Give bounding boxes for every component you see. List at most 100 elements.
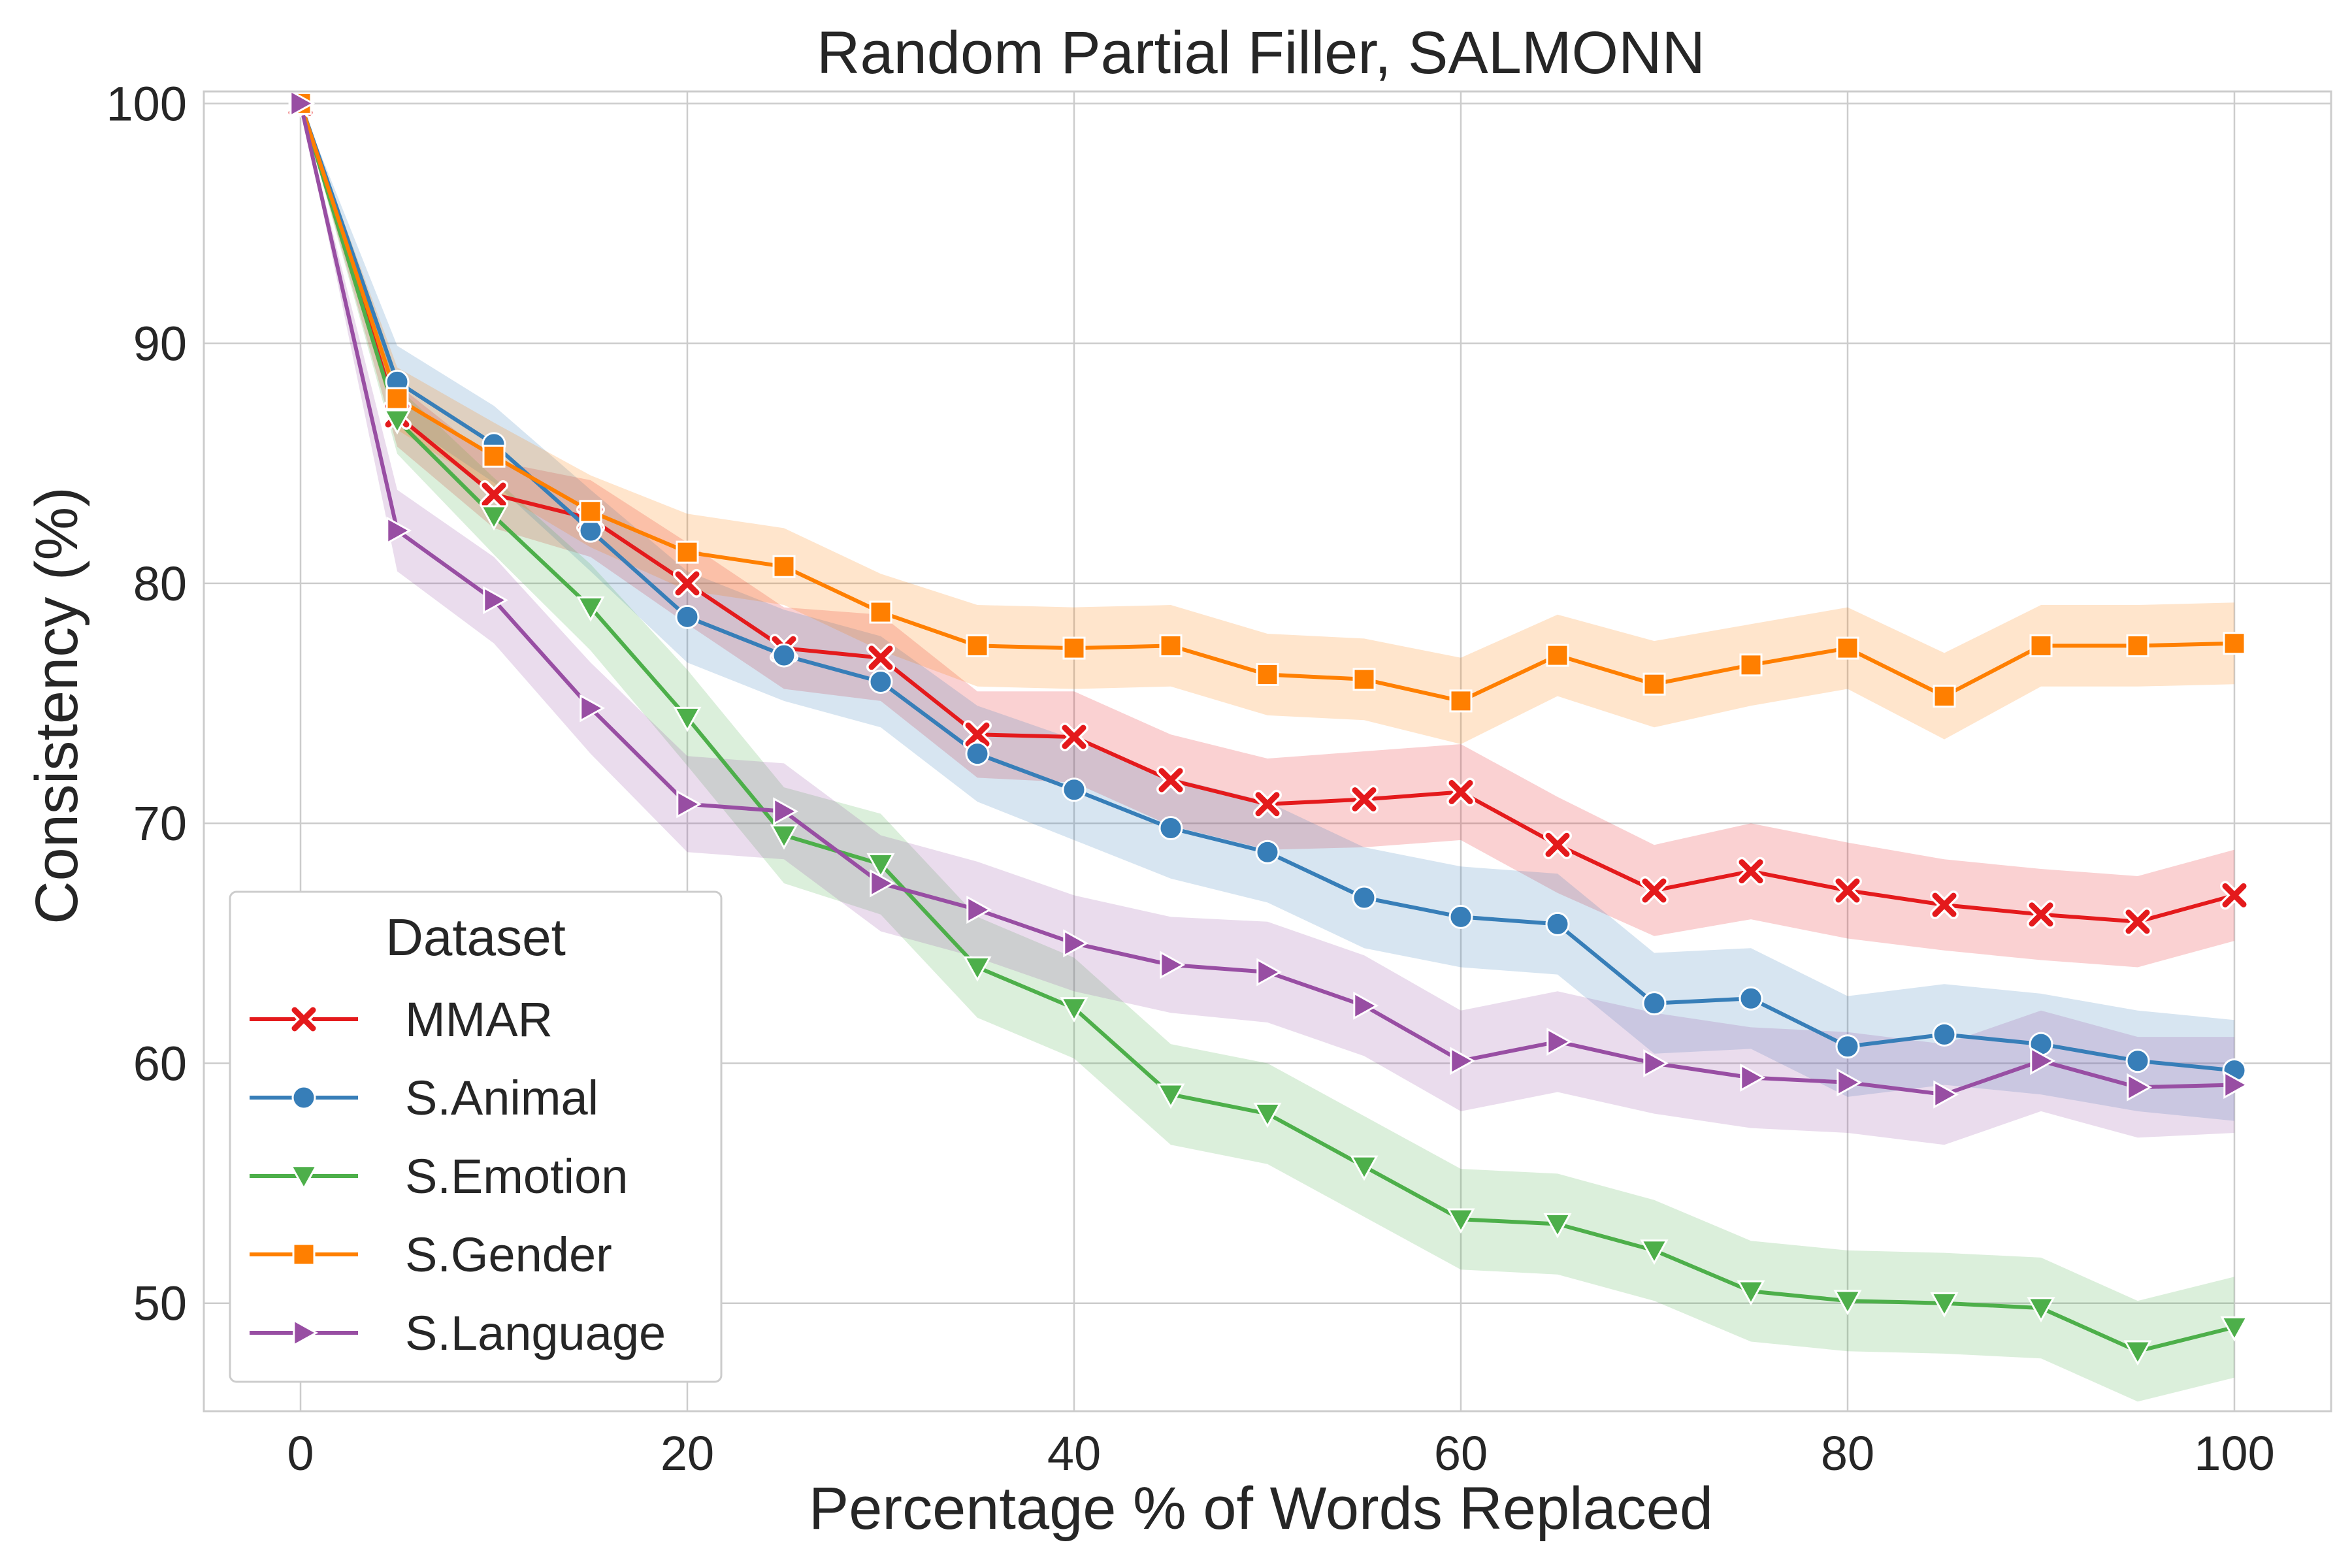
point-s-gender (1062, 636, 1086, 660)
point-s-emotion (1156, 1083, 1185, 1109)
point-s-language (1353, 991, 1379, 1020)
x-tick-label: 100 (2194, 1426, 2274, 1480)
point-mmar (2123, 907, 2152, 936)
point-mmar (673, 568, 702, 598)
x-tick-label: 60 (1434, 1426, 1488, 1480)
point-s-language (1160, 951, 1186, 979)
tick-labels: 0 20 40 60 80 100 50 60 70 80 90 100 (106, 76, 2275, 1480)
series-markers (286, 89, 2249, 1366)
point-s-emotion (2220, 1316, 2249, 1342)
point-s-emotion (576, 596, 605, 622)
legend-item-s-animal: S.Animal (250, 1071, 598, 1125)
markers-s-language (289, 89, 2249, 1109)
point-s-animal (675, 604, 700, 629)
x-axis-label: Percentage % of Words Replaced (809, 1475, 1713, 1542)
point-s-language (1546, 1027, 1573, 1056)
point-s-language (1837, 1068, 1863, 1097)
y-axis-label: Consistency (%) (24, 487, 90, 924)
point-mmar (963, 720, 992, 749)
band-s-gender (301, 103, 2234, 744)
point-s-animal (2125, 1049, 2150, 1073)
point-s-language (1740, 1063, 1766, 1092)
point-s-animal (1062, 777, 1086, 802)
legend-label-s-language: S.Language (405, 1306, 666, 1360)
point-s-language (1063, 929, 1089, 958)
point-s-gender (1836, 636, 1859, 660)
point-s-gender (1352, 668, 1376, 691)
point-s-gender (1642, 672, 1666, 696)
point-mmar (1253, 789, 1282, 819)
point-s-emotion (383, 409, 412, 435)
point-s-emotion (1930, 1292, 1959, 1318)
point-s-animal (1448, 904, 1473, 929)
point-s-animal (772, 643, 796, 668)
point-s-gender (966, 634, 989, 657)
legend-label-s-emotion: S.Emotion (405, 1149, 628, 1203)
point-s-animal (1739, 986, 1763, 1011)
point-s-gender (1933, 685, 1956, 708)
y-tick-label: 90 (133, 317, 187, 371)
point-mmar (1060, 722, 1088, 751)
chart-title: Random Partial Filler, SALMONN (817, 20, 1705, 86)
point-mmar (1156, 766, 1185, 795)
point-s-gender (2126, 634, 2149, 657)
point-mmar (1833, 876, 1862, 906)
point-s-language (2127, 1073, 2153, 1102)
point-s-language (483, 586, 509, 615)
point-s-emotion (1543, 1213, 1572, 1239)
legend-items: MMAR S.Animal S.Emotion S.Gender S.Language (250, 992, 666, 1360)
legend-title: Dataset (385, 908, 566, 966)
point-s-animal (1545, 911, 1570, 936)
x-tick-label: 80 (1821, 1426, 1874, 1480)
x-tick-label: 20 (661, 1426, 714, 1480)
legend: Dataset MMAR S.Animal S.Emotion S.Gender S.L… (229, 890, 723, 1383)
point-s-language (1450, 1047, 1476, 1075)
point-s-gender (1739, 653, 1763, 677)
legend-marker-mmar (289, 1005, 318, 1034)
point-s-gender (2029, 634, 2053, 657)
point-s-emotion (866, 853, 895, 879)
point-s-gender (869, 600, 892, 624)
point-s-animal (1642, 991, 1667, 1016)
point-s-emotion (1446, 1208, 1475, 1234)
point-s-emotion (1350, 1155, 1379, 1181)
y-tick-label: 80 (133, 557, 187, 611)
point-s-emotion (1253, 1102, 1282, 1128)
band-s-emotion (301, 103, 2234, 1402)
point-s-language (2223, 1070, 2249, 1100)
point-s-emotion (963, 956, 992, 982)
y-tick-label: 50 (133, 1277, 187, 1331)
legend-label-s-animal: S.Animal (405, 1071, 598, 1125)
legend-marker-s-animal (291, 1085, 316, 1110)
point-s-language (580, 694, 606, 723)
point-mmar (1930, 890, 1959, 920)
point-s-emotion (480, 505, 508, 531)
point-mmar (1446, 777, 1475, 807)
legend-item-s-gender: S.Gender (250, 1228, 612, 1282)
x-tick-label: 40 (1047, 1426, 1101, 1480)
point-s-language (386, 516, 412, 545)
legend-marker-s-gender (292, 1243, 316, 1266)
point-s-gender (1256, 662, 1279, 686)
legend-box (229, 890, 723, 1383)
legend-item-mmar: MMAR (250, 992, 553, 1047)
point-s-language (966, 895, 992, 924)
point-s-emotion (1640, 1239, 1669, 1266)
point-s-gender (1449, 689, 1473, 713)
x-tick-label: 0 (287, 1426, 314, 1480)
point-mmar (1350, 785, 1379, 814)
band-mmar (301, 103, 2234, 968)
legend-marker-s-emotion (289, 1165, 318, 1191)
point-s-animal (1352, 885, 1377, 910)
point-s-language (2030, 1047, 2056, 1075)
markers-s-animal (288, 91, 2247, 1083)
point-mmar (480, 480, 508, 510)
point-s-animal (1255, 840, 1280, 864)
plot-frame (203, 90, 2332, 1413)
point-s-animal (868, 669, 893, 694)
point-s-language (773, 797, 799, 826)
y-tick-label: 60 (133, 1036, 187, 1090)
point-s-gender (2223, 632, 2246, 655)
